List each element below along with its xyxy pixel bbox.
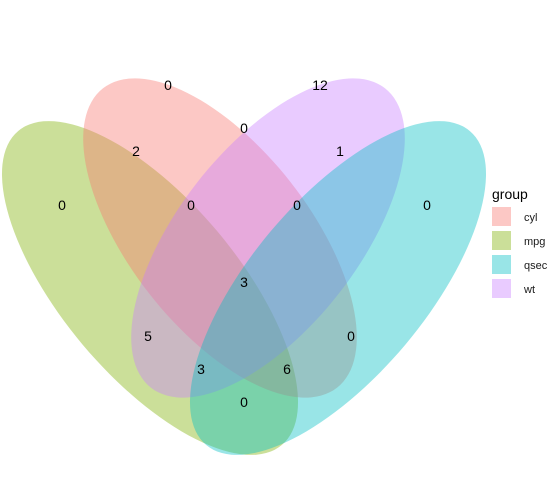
region-wt-only-count: 12: [312, 77, 328, 93]
legend-key-qsec: [492, 255, 511, 274]
legend-label-qsec: qsec: [524, 260, 548, 272]
region-qsec-only-count: 0: [423, 197, 431, 213]
region-cyl-qsec-count: 0: [347, 328, 355, 344]
region-cyl-mpg-wt-count: 0: [187, 197, 195, 213]
set-wt-ellipse: [131, 78, 405, 398]
set-qsec-ellipse: [189, 121, 487, 455]
region-mpg-wt-qsec-count: 3: [197, 361, 205, 377]
region-mpg-wt-count: 5: [144, 328, 152, 344]
legend-label-cyl: cyl: [524, 212, 537, 224]
region-all-four-count: 3: [240, 274, 248, 290]
set-mpg-ellipse: [1, 121, 299, 455]
region-cyl-mpg-count: 2: [132, 143, 140, 159]
region-mpg-only-count: 0: [58, 197, 66, 213]
region-cyl-mpg-qsec-count: 6: [283, 361, 291, 377]
legend-label-mpg: mpg: [524, 236, 545, 248]
legend-key-wt: [492, 279, 511, 298]
set-cyl-ellipse: [83, 78, 357, 398]
legend-title: group: [492, 186, 528, 202]
legend-key-cyl: [492, 207, 511, 226]
region-cyl-wt-qsec-count: 0: [293, 197, 301, 213]
venn-region-labels: 0 12 0 2 1 0 0 0 0 3 5 0 3 6 0: [58, 77, 431, 410]
legend-key-mpg: [492, 231, 511, 250]
region-mpg-qsec-count: 0: [240, 394, 248, 410]
legend: group cyl mpg qsec wt: [492, 186, 548, 298]
region-cyl-wt-count: 0: [240, 120, 248, 136]
region-wt-qsec-count: 1: [336, 143, 344, 159]
region-cyl-only-count: 0: [164, 77, 172, 93]
venn-sets: [1, 78, 487, 455]
legend-label-wt: wt: [523, 284, 535, 296]
